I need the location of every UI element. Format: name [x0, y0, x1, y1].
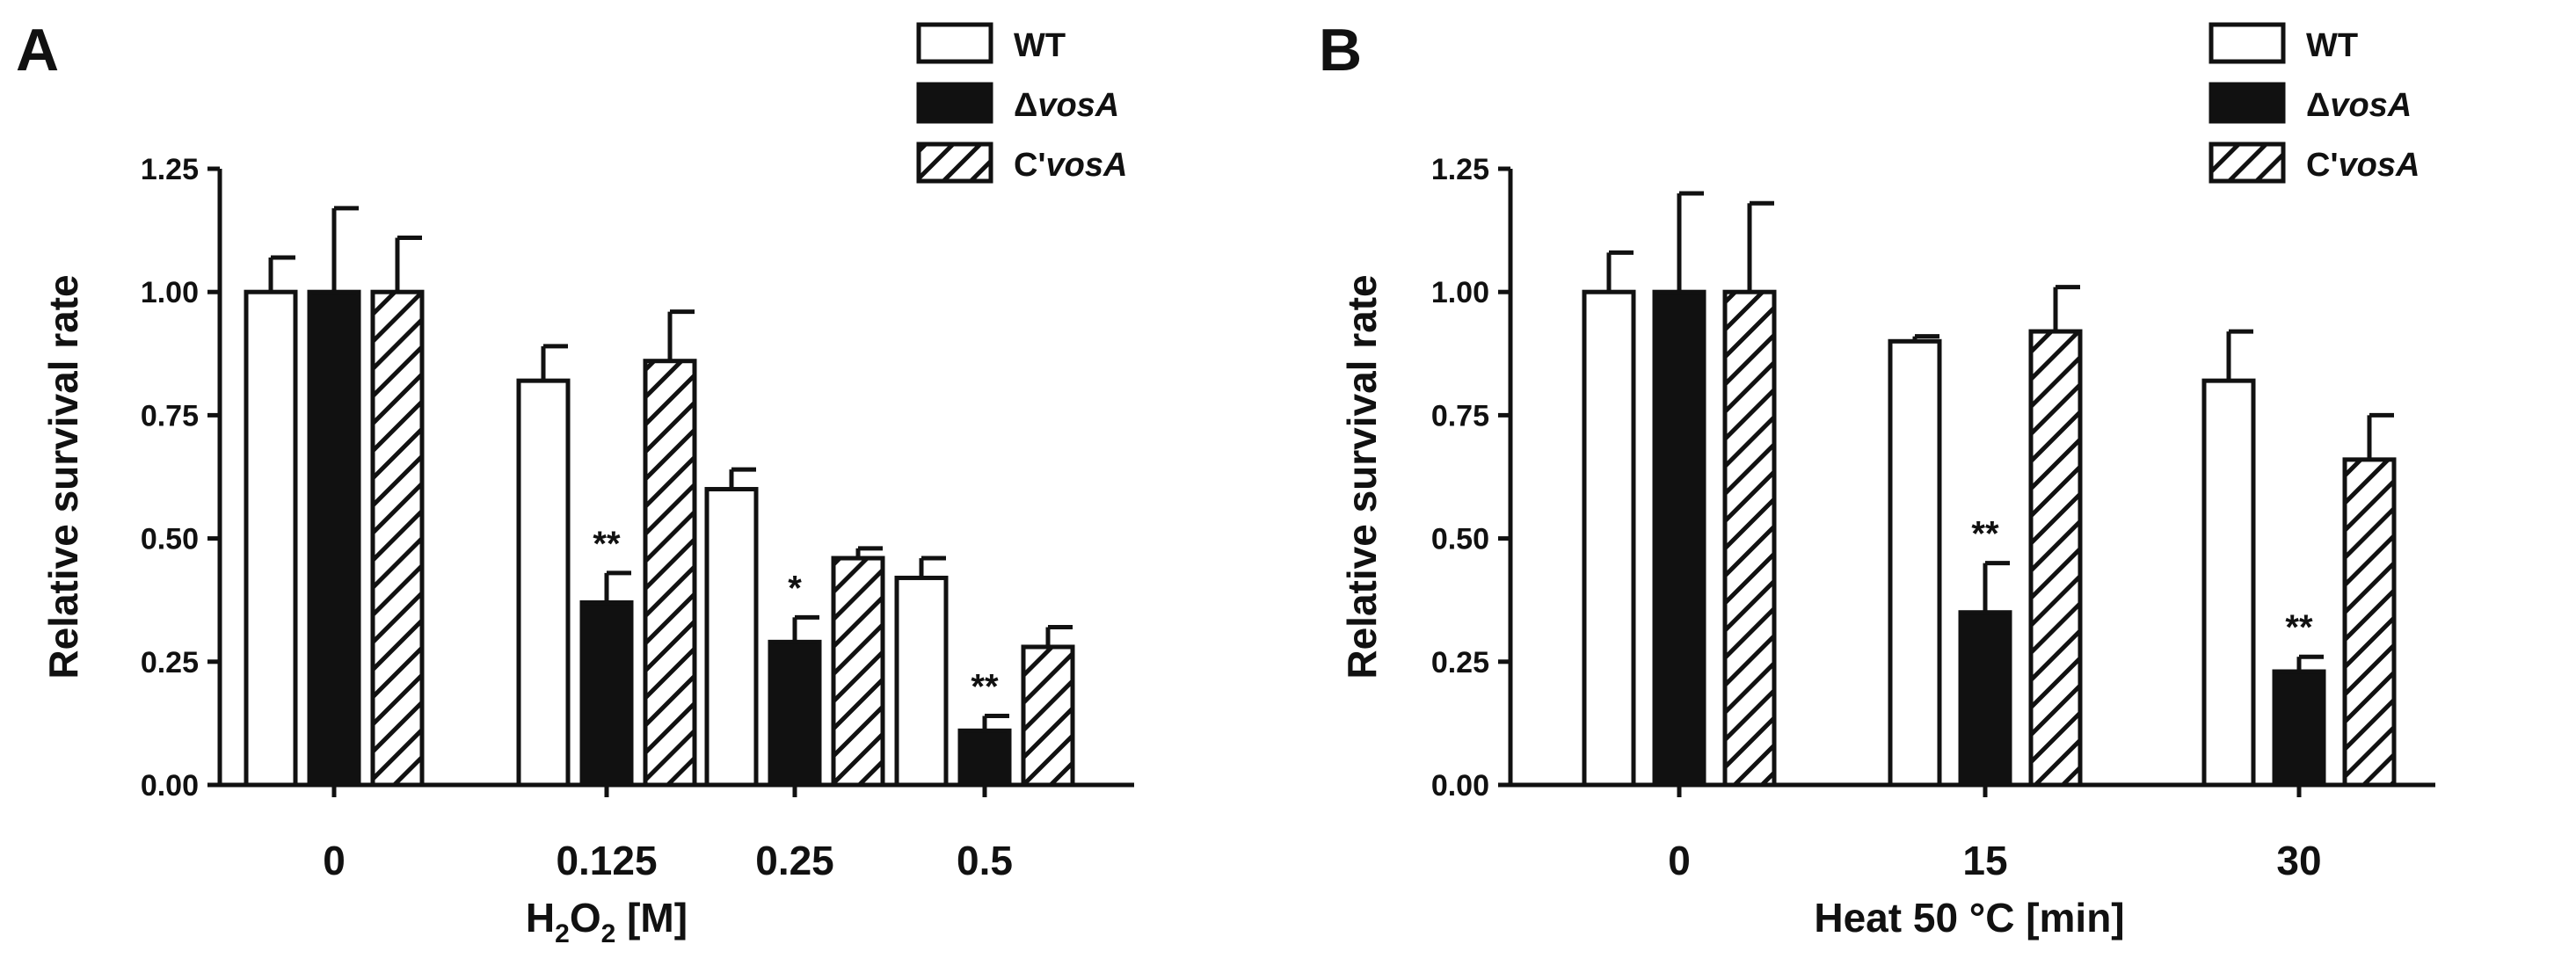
x-category-label: 0.125 — [556, 838, 657, 883]
x-axis-label: H2O2 [M] — [526, 895, 688, 948]
y-tick-label: 0.25 — [1431, 646, 1489, 679]
legend-label-prefix: Δ — [1014, 87, 1037, 124]
legend-label-c-vosa: C'vosA — [1014, 147, 1127, 184]
bar-delta-vosa — [1958, 610, 2012, 788]
y-axis-label: Relative survival rate — [40, 274, 86, 679]
bar-delta-vosa — [2272, 669, 2326, 788]
bar-c-vosa — [370, 289, 425, 788]
bar-wt — [1888, 338, 1942, 788]
legend-label-italic: vosA — [2330, 87, 2412, 124]
x-axis-label-part: [M] — [615, 895, 688, 941]
y-tick-label: 0.50 — [1431, 523, 1489, 556]
legend-swatch-wt — [2209, 22, 2286, 64]
x-axis-label-part: Heat 50 °C [min] — [1814, 895, 2124, 941]
bar-wt — [244, 289, 298, 788]
x-category-label: 0.25 — [755, 838, 834, 883]
x-category-label: 30 — [2276, 838, 2321, 883]
bar-c-vosa — [1722, 289, 1777, 788]
legend-label-prefix: Δ — [2306, 87, 2330, 124]
significance-marker: ** — [2285, 608, 2313, 647]
panel-letter-b: B — [1319, 17, 1362, 84]
y-tick-label: 0.50 — [141, 523, 199, 556]
legend-label-delta-vosa: ΔvosA — [2306, 87, 2412, 124]
bar-c-vosa — [1021, 644, 1075, 788]
legend-swatch-c-vosa — [916, 142, 993, 184]
x-category-label: 0 — [323, 838, 346, 883]
bar-c-vosa — [2342, 457, 2397, 788]
bar-delta-vosa — [957, 728, 1012, 788]
y-tick-label: 0.25 — [141, 646, 199, 679]
bar-wt — [704, 487, 759, 788]
legend-label-italic: vosA — [1037, 87, 1119, 124]
legend-label-italic: vosA — [1045, 147, 1127, 184]
legend-label-wt: WT — [1014, 27, 1066, 64]
legend-label-prefix: WT — [2306, 27, 2358, 64]
legend-label-delta-vosa: ΔvosA — [1014, 87, 1119, 124]
y-axis-label: Relative survival rate — [1339, 274, 1385, 679]
x-category-label: 0.5 — [957, 838, 1013, 883]
y-tick-label: 1.00 — [141, 276, 199, 309]
bar-c-vosa — [2028, 329, 2083, 788]
legend-label-prefix: C' — [2306, 147, 2338, 184]
x-axis-label-subscript: 2 — [601, 919, 616, 948]
bar-wt — [516, 378, 571, 788]
y-tick-label: 1.25 — [1431, 153, 1489, 186]
panel-letter-a: A — [16, 17, 59, 84]
legend-label-prefix: WT — [1014, 27, 1066, 64]
bar-delta-vosa — [1652, 289, 1706, 788]
y-tick-label: 0.00 — [141, 769, 199, 803]
significance-marker: * — [788, 569, 802, 607]
bar-c-vosa — [831, 556, 885, 788]
legend-label-c-vosa: C'vosA — [2306, 147, 2420, 184]
bar-c-vosa — [643, 359, 697, 788]
significance-marker: ** — [971, 667, 999, 706]
legend-swatch-wt — [916, 22, 993, 64]
significance-marker: ** — [593, 525, 621, 563]
bar-delta-vosa — [307, 289, 361, 788]
y-tick-label: 1.00 — [1431, 276, 1489, 309]
x-axis-label-part: O — [570, 895, 601, 941]
legend-label-wt: WT — [2306, 27, 2358, 64]
y-tick-label: 1.25 — [141, 153, 199, 186]
y-tick-label: 0.00 — [1431, 769, 1489, 803]
x-axis-label-part: H — [526, 895, 555, 941]
legend-swatch-delta-vosa — [2209, 82, 2286, 124]
bar-delta-vosa — [768, 639, 822, 788]
bar-wt — [1582, 289, 1636, 788]
y-tick-label: 0.75 — [1431, 399, 1489, 432]
y-tick-label: 0.75 — [141, 399, 199, 432]
x-axis-label: Heat 50 °C [min] — [1814, 895, 2124, 941]
bar-wt — [894, 575, 949, 788]
legend-label-italic: vosA — [2338, 147, 2420, 184]
legend-swatch-delta-vosa — [916, 82, 993, 124]
bar-delta-vosa — [579, 600, 634, 788]
significance-marker: ** — [1971, 515, 1999, 554]
legend-label-prefix: C' — [1014, 147, 1045, 184]
x-axis-label-subscript: 2 — [555, 919, 570, 948]
bar-wt — [2201, 378, 2256, 788]
x-category-label: 0 — [1668, 838, 1691, 883]
legend-swatch-c-vosa — [2209, 142, 2286, 184]
x-category-label: 15 — [1962, 838, 2007, 883]
